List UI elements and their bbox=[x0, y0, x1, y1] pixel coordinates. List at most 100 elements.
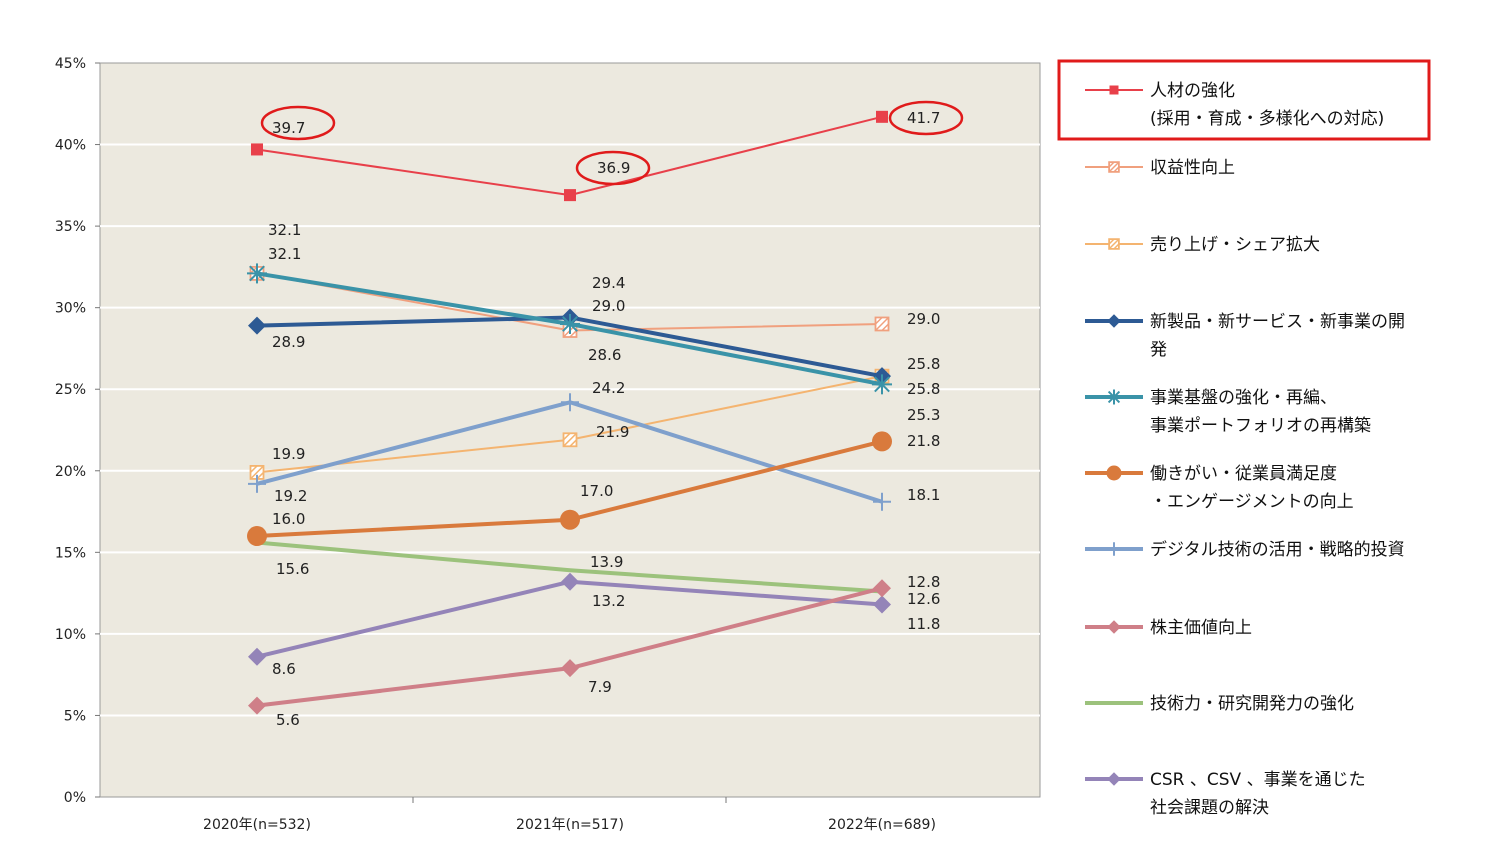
diamond-marker bbox=[873, 579, 891, 598]
square-marker bbox=[1109, 85, 1119, 95]
data-label: 13.9 bbox=[590, 553, 623, 571]
x-tick-label: 2021年(n=517) bbox=[516, 817, 624, 833]
highlight-ellipse bbox=[260, 105, 336, 141]
data-label: 28.6 bbox=[588, 346, 621, 364]
data-label: 21.8 bbox=[907, 432, 940, 450]
series-4 bbox=[247, 263, 892, 395]
data-label: 19.9 bbox=[272, 445, 305, 463]
y-tick-label: 30% bbox=[55, 301, 86, 317]
x-axis-ticks: 2020年(n=532) 2021年(n=517) 2022年(n=689) bbox=[203, 797, 936, 833]
marker-hatch bbox=[569, 329, 578, 338]
marker-hatch bbox=[249, 465, 258, 473]
legend-label: 社会課題の解決 bbox=[1150, 798, 1269, 818]
y-tick-label: 0% bbox=[64, 790, 86, 806]
marker-hatch bbox=[1108, 161, 1120, 173]
diamond-marker bbox=[561, 572, 579, 591]
diamond-marker bbox=[873, 595, 891, 614]
marker-hatch bbox=[256, 471, 265, 480]
data-label: 25.3 bbox=[907, 406, 940, 424]
legend-label: (採用・育成・多様化への対応) bbox=[1150, 109, 1384, 129]
data-label: 29.4 bbox=[592, 274, 625, 292]
series-7 bbox=[248, 579, 891, 715]
data-label: 29.0 bbox=[907, 310, 940, 328]
marker-hatch bbox=[1113, 166, 1120, 173]
legend-entry: 株主価値向上 bbox=[1085, 618, 1252, 638]
data-label: 13.2 bbox=[592, 592, 625, 610]
marker-hatch bbox=[569, 439, 578, 447]
star-marker-stroke bbox=[562, 316, 578, 332]
y-tick-label: 40% bbox=[55, 138, 86, 154]
series-8 bbox=[256, 540, 883, 594]
legend-label: 新製品・新サービス・新事業の開 bbox=[1150, 312, 1405, 332]
data-label: 12.6 bbox=[907, 590, 940, 608]
circle-marker bbox=[872, 431, 892, 452]
circle-marker bbox=[560, 509, 580, 530]
x-tick-label: 2022年(n=689) bbox=[828, 817, 936, 833]
legend-entry: 人材の強化 (採用・育成・多様化への対応) bbox=[1085, 81, 1384, 129]
series-5 bbox=[247, 431, 892, 547]
legend-label: 事業基盤の強化・再編、 bbox=[1150, 388, 1337, 408]
legend-entry: 技術力・研究開発力の強化 bbox=[1085, 694, 1354, 714]
data-label: 8.6 bbox=[272, 660, 296, 678]
diamond-marker bbox=[1107, 772, 1121, 786]
diamond-marker bbox=[1107, 314, 1121, 328]
data-label: 5.6 bbox=[276, 711, 300, 729]
star-marker-stroke bbox=[1107, 390, 1121, 404]
legend-entry: 売り上げ・シェア拡大 bbox=[1085, 235, 1320, 255]
data-label: 25.8 bbox=[907, 355, 940, 373]
y-axis-ticks: 0% 5% 10% 15% 20% 25% 30% 35% 40% 45% bbox=[55, 56, 100, 806]
square-marker bbox=[876, 110, 888, 123]
y-tick-label: 5% bbox=[64, 708, 86, 724]
marker-hatch bbox=[1108, 238, 1120, 250]
marker-hatch bbox=[562, 432, 571, 441]
series-line bbox=[256, 540, 883, 594]
legend-label: 株主価値向上 bbox=[1150, 618, 1252, 638]
marker-hatch bbox=[1113, 243, 1120, 250]
y-tick-label: 15% bbox=[55, 545, 86, 561]
data-label: 16.0 bbox=[272, 510, 305, 528]
y-tick-label: 10% bbox=[55, 627, 86, 643]
y-tick-label: 25% bbox=[55, 382, 86, 398]
data-label: 18.1 bbox=[907, 486, 940, 504]
plot-area bbox=[99, 62, 1041, 798]
x-tick-label: 2020年(n=532) bbox=[203, 817, 311, 833]
data-label: 21.9 bbox=[596, 423, 629, 441]
legend-label: 収益性向上 bbox=[1150, 158, 1235, 178]
marker-hatch bbox=[881, 323, 890, 332]
legend-label: 売り上げ・シェア拡大 bbox=[1150, 235, 1320, 255]
marker-hatch bbox=[874, 316, 883, 325]
legend-label: ・エンゲージメントの向上 bbox=[1150, 492, 1354, 512]
data-label: 32.1 bbox=[268, 245, 301, 263]
highlight-ellipse bbox=[888, 100, 964, 136]
legend-highlight-box bbox=[1057, 59, 1431, 141]
data-label: 29.0 bbox=[592, 297, 625, 315]
data-label: 36.9 bbox=[597, 159, 630, 177]
legend-label: 人材の強化 bbox=[1150, 81, 1235, 101]
data-label: 11.8 bbox=[907, 615, 940, 633]
data-label: 32.1 bbox=[268, 221, 301, 239]
data-label: 19.2 bbox=[274, 487, 307, 505]
y-tick-label: 35% bbox=[55, 219, 86, 235]
data-label: 25.8 bbox=[907, 380, 940, 398]
data-label: 7.9 bbox=[588, 678, 612, 696]
diamond-marker bbox=[248, 647, 266, 666]
legend-entry: 収益性向上 bbox=[1085, 158, 1235, 178]
legend-entry: デジタル技術の活用・戦略的投資 bbox=[1085, 539, 1405, 560]
highlight-ellipses bbox=[260, 100, 964, 186]
legend-entry: 事業基盤の強化・再編、事業ポートフォリオの再構築 bbox=[1085, 388, 1371, 436]
marker-hatch bbox=[249, 465, 265, 480]
legend-label: 事業ポートフォリオの再構築 bbox=[1150, 416, 1371, 436]
series-9 bbox=[248, 572, 891, 666]
legend-entry: 働きがい・従業員満足度・エンゲージメントの向上 bbox=[1085, 464, 1354, 512]
legend-label: デジタル技術の活用・戦略的投資 bbox=[1150, 539, 1405, 560]
data-label: 15.6 bbox=[276, 560, 309, 578]
data-label: 28.9 bbox=[272, 333, 305, 351]
diamond-marker bbox=[561, 659, 579, 678]
data-label: 12.8 bbox=[907, 573, 940, 591]
y-tick-label: 45% bbox=[55, 56, 86, 72]
diamond-marker bbox=[248, 316, 266, 335]
marker-hatch bbox=[1108, 238, 1115, 245]
legend-label: CSR 、CSV 、事業を通じた bbox=[1150, 770, 1366, 790]
